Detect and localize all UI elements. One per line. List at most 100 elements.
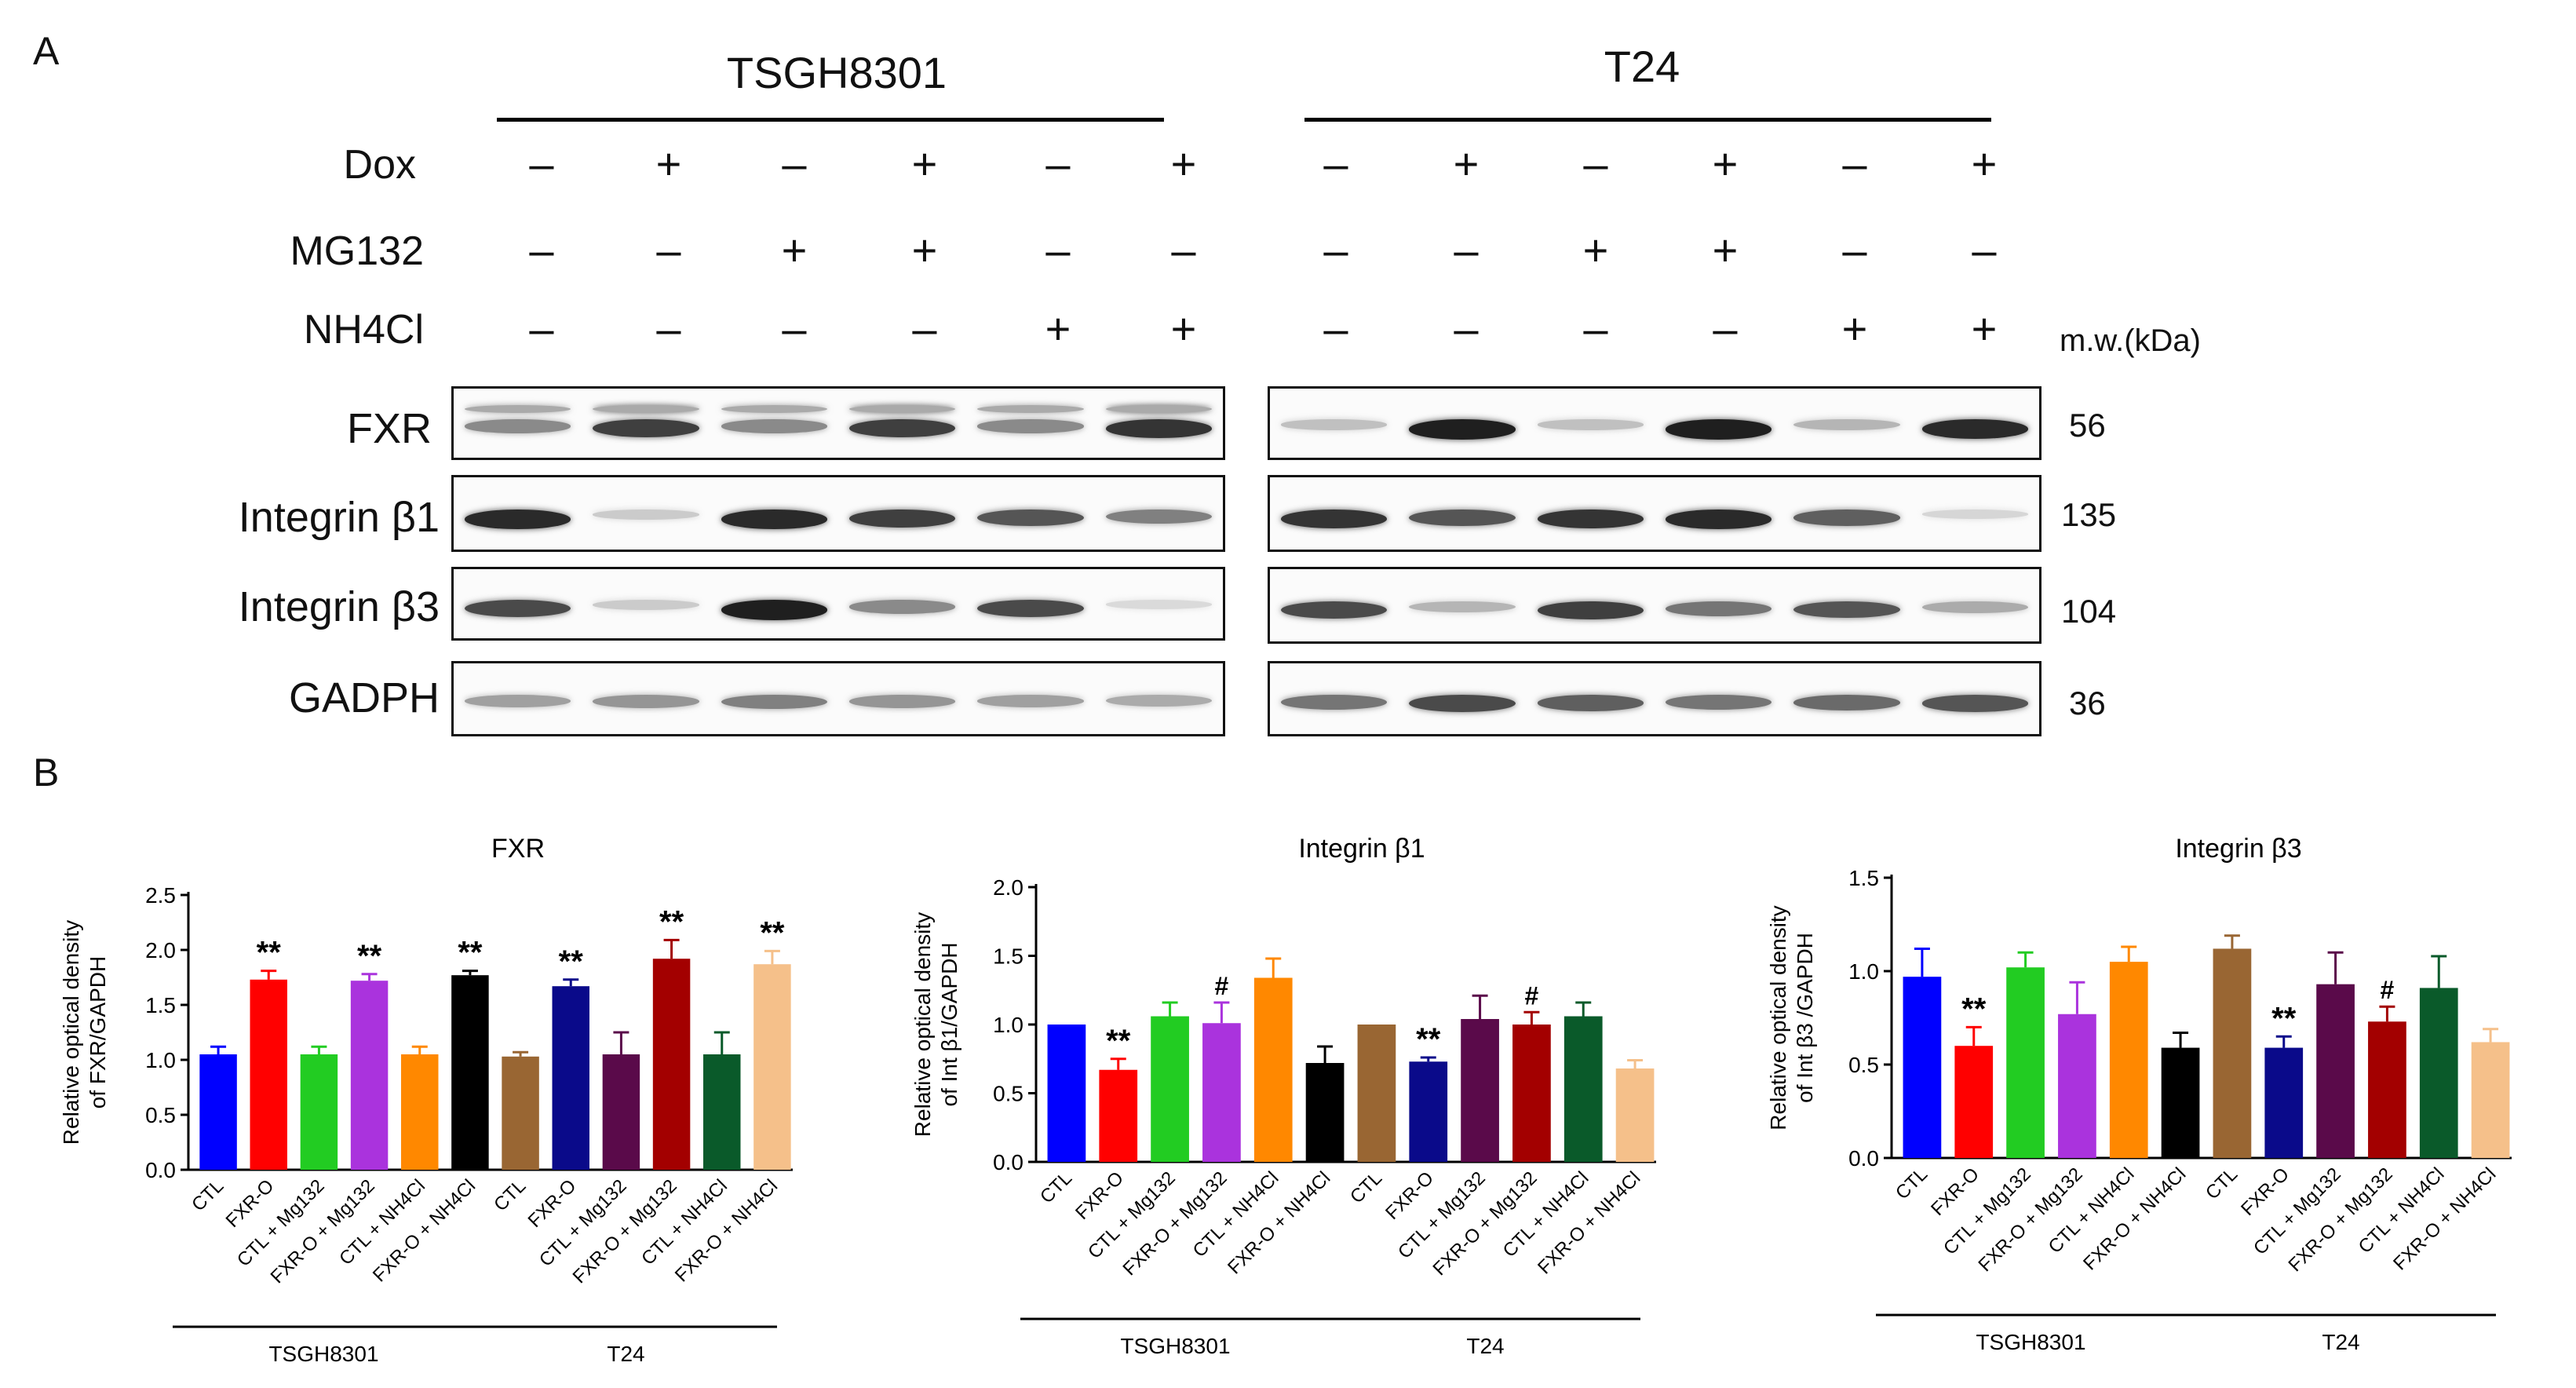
mw-integrin-b3: 104 xyxy=(2061,593,2117,630)
cell-line-rule-tsgh8301 xyxy=(497,118,1164,122)
treatment-sign: – xyxy=(1323,304,1348,353)
bar xyxy=(753,964,791,1170)
bar xyxy=(1512,1025,1551,1162)
significance-mark: ** xyxy=(458,936,483,970)
group-label: TSGH8301 xyxy=(1976,1330,2085,1354)
bar xyxy=(502,1056,539,1170)
bar xyxy=(1954,1046,1994,1158)
blot-band xyxy=(1921,419,2028,439)
chart-title: Integrin β1 xyxy=(1298,834,1425,864)
mw-fxr: 56 xyxy=(2069,407,2106,444)
treatment-sign: – xyxy=(1454,304,1479,353)
y-tick-label: 2.5 xyxy=(145,883,176,908)
treatment-sign: – xyxy=(1583,139,1608,188)
bar xyxy=(1202,1023,1241,1162)
treatment-sign: – xyxy=(1713,304,1738,353)
treatment-label-dox: Dox xyxy=(343,142,416,188)
treatment-sign: – xyxy=(782,304,807,353)
group-label: T24 xyxy=(607,1342,644,1366)
blot-band xyxy=(1281,510,1388,528)
blot-band xyxy=(1281,601,1388,619)
x-tick-label: CTL xyxy=(188,1175,228,1215)
blot-band xyxy=(721,510,827,529)
bar xyxy=(1409,1061,1448,1162)
mw-header: m.w.(kDa) xyxy=(2060,323,2201,358)
blot-band xyxy=(1921,695,2028,712)
bar xyxy=(300,1054,338,1170)
panel-a-letter: A xyxy=(33,29,60,73)
blot-integrin-b3-t24 xyxy=(1268,567,2041,644)
bar xyxy=(250,979,287,1170)
y-tick-label: 0.5 xyxy=(145,1103,176,1127)
y-tick-label: 1.5 xyxy=(993,944,1023,969)
blot-band xyxy=(1105,510,1212,524)
treatment-sign: – xyxy=(782,139,807,188)
blot-band xyxy=(465,510,571,529)
treatment-sign: – xyxy=(1171,225,1196,275)
blot-band xyxy=(1537,695,1644,711)
blot-label-integrin-b3: Integrin β3 xyxy=(238,583,440,630)
bar xyxy=(1357,1025,1396,1162)
blot-fxr-t24 xyxy=(1268,386,2041,460)
y-tick-label: 0.0 xyxy=(1848,1146,1879,1171)
treatment-sign: + xyxy=(655,139,682,188)
treatment-sign: – xyxy=(1454,225,1479,275)
significance-mark: ** xyxy=(357,939,382,973)
significance-mark: ** xyxy=(1106,1024,1131,1058)
bar xyxy=(2006,967,2045,1158)
blot-band xyxy=(849,695,956,708)
blot-band xyxy=(465,404,571,413)
treatment-sign: + xyxy=(1170,304,1197,353)
blot-band xyxy=(593,419,699,438)
blot-band xyxy=(1921,510,2028,519)
cell-line-title-t24: T24 xyxy=(1604,42,1680,91)
y-tick-label: 0.5 xyxy=(1848,1053,1879,1077)
blot-band xyxy=(721,695,827,710)
treatment-sign: – xyxy=(656,225,681,275)
blot-fxr-tsgh8301 xyxy=(451,386,1225,460)
treatment-sign: + xyxy=(911,225,938,275)
x-tick-label: CTL xyxy=(490,1175,530,1215)
treatment-sign: + xyxy=(1712,225,1739,275)
blot-band xyxy=(465,419,571,433)
treatment-label-nh4cl: NH4Cl xyxy=(303,307,424,352)
blot-band xyxy=(721,419,827,433)
mw-integrin-b1: 135 xyxy=(2061,496,2117,533)
chart-title: FXR xyxy=(491,834,545,864)
blot-band xyxy=(849,404,956,413)
blot-band xyxy=(1666,695,1772,710)
bar xyxy=(350,981,389,1170)
bar xyxy=(2058,1014,2096,1158)
treatment-sign: – xyxy=(1972,225,1997,275)
bar xyxy=(2368,1021,2406,1158)
significance-mark: ** xyxy=(760,915,785,950)
blot-band xyxy=(1281,419,1388,430)
treatment-sign: – xyxy=(1045,225,1071,275)
y-axis-label: Relative optical density of FXR/GAPDH xyxy=(59,920,110,1145)
cell-line-rule-t24 xyxy=(1304,118,1991,122)
bar xyxy=(1903,977,1942,1158)
group-label: T24 xyxy=(2322,1330,2359,1354)
bar xyxy=(1305,1063,1345,1162)
blot-band xyxy=(721,404,827,413)
blot-band xyxy=(1921,601,2028,613)
x-tick-label: CTL + Mg132 xyxy=(535,1175,631,1271)
blot-label-gadph: GADPH xyxy=(288,674,440,721)
significance-mark: ** xyxy=(1961,992,1987,1026)
treatment-sign: – xyxy=(1842,225,1867,275)
significance-mark: ** xyxy=(659,904,684,939)
treatment-sign: – xyxy=(912,304,937,353)
cell-line-title-tsgh8301: TSGH8301 xyxy=(726,48,947,97)
treatment-sign: + xyxy=(1045,304,1071,353)
bar xyxy=(1253,977,1293,1162)
bar xyxy=(1461,1019,1499,1162)
blot-band xyxy=(1666,419,1772,440)
blot-band xyxy=(1666,510,1772,529)
treatment-sign: – xyxy=(1323,139,1348,188)
blot-band xyxy=(1409,601,1516,613)
bar xyxy=(1099,1069,1138,1162)
treatment-sign: – xyxy=(656,304,681,353)
blot-band xyxy=(465,695,571,707)
blot-band xyxy=(1409,695,1516,713)
treatment-sign: – xyxy=(1323,225,1348,275)
